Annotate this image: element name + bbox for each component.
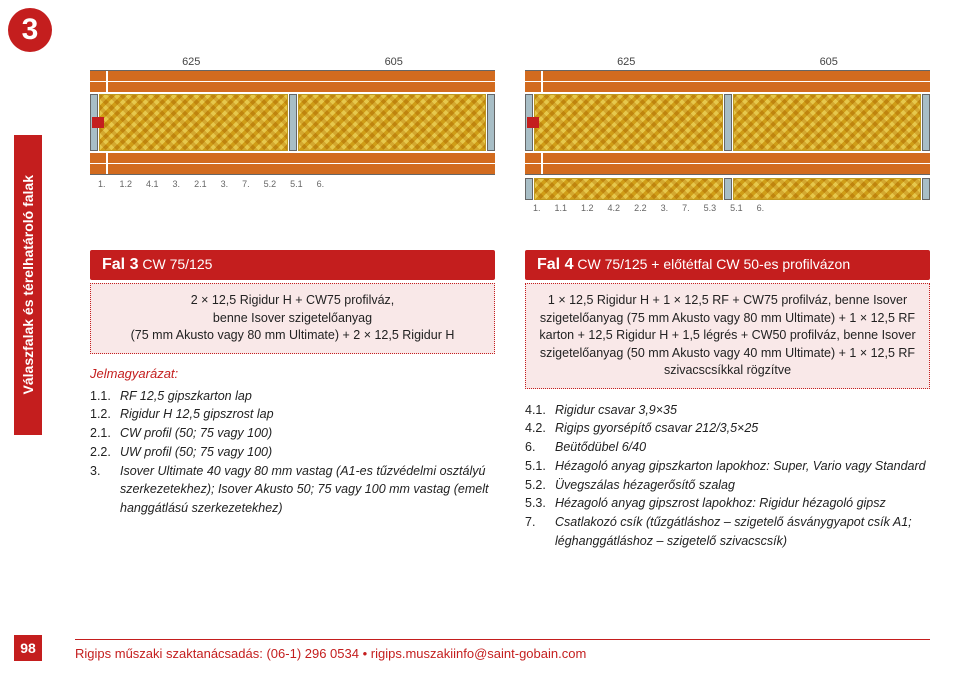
cross-section-right xyxy=(525,70,930,175)
diagrams-row: 625605 1.1.24.13.2.13.7.5.25.16. 625605 … xyxy=(90,56,930,213)
page-number: 98 xyxy=(14,635,42,661)
legend-title: Jelmagyarázat: xyxy=(90,366,495,381)
markers-left: 1.1.24.13.2.13.7.5.25.16. xyxy=(90,179,495,189)
section-badge: 3 xyxy=(8,8,52,52)
panel-header-left: Fal 3 CW 75/125 xyxy=(90,250,495,280)
column-right: Fal 4 CW 75/125 + előtétfal CW 50-es pro… xyxy=(525,250,930,551)
panel-sub-right: 1 × 12,5 Rigidur H + 1 × 12,5 RF + CW75 … xyxy=(525,283,930,389)
legend-left: 1.1.RF 12,5 gipszkarton lap1.2.Rigidur H… xyxy=(90,387,495,518)
column-left: Fal 3 CW 75/125 2 × 12,5 Rigidur H + CW7… xyxy=(90,250,495,551)
columns: Fal 3 CW 75/125 2 × 12,5 Rigidur H + CW7… xyxy=(90,250,930,551)
panel-header-right: Fal 4 CW 75/125 + előtétfal CW 50-es pro… xyxy=(525,250,930,280)
legend-right: 4.1.Rigidur csavar 3,9×354.2.Rigips gyor… xyxy=(525,401,930,551)
footer: Rigips műszaki szaktanácsadás: (06-1) 29… xyxy=(75,639,930,661)
panel-sub-left: 2 × 12,5 Rigidur H + CW75 profilváz, ben… xyxy=(90,283,495,354)
sidebar-vertical-label: Válaszfalak és térelhatároló falak xyxy=(14,135,42,435)
diagram-right: 625605 1.1.11.24.22.23.7.5.35.16. xyxy=(525,56,930,213)
cross-section-left xyxy=(90,70,495,175)
markers-right: 1.1.11.24.22.23.7.5.35.16. xyxy=(525,203,930,213)
diagram-left: 625605 1.1.24.13.2.13.7.5.25.16. xyxy=(90,56,495,213)
